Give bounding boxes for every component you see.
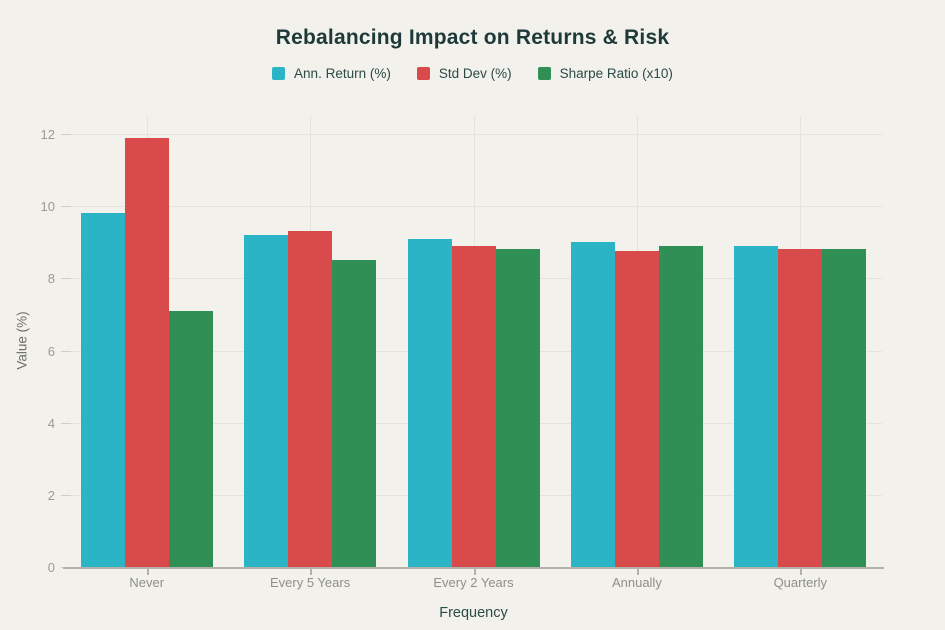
bar-ann-return xyxy=(408,239,452,567)
bar-std-dev xyxy=(452,246,496,567)
legend-item[interactable]: Std Dev (%) xyxy=(416,66,512,81)
x-tick-label: Every 5 Years xyxy=(269,575,351,590)
y-tick-label: 6 xyxy=(47,343,55,359)
y-tick-label: 2 xyxy=(47,487,55,503)
y-tick-label: 0 xyxy=(47,560,55,575)
y-axis-tick xyxy=(61,206,71,208)
y-axis-tick xyxy=(61,278,71,280)
bar-ann-return xyxy=(81,213,125,567)
bar-std-dev xyxy=(288,231,332,567)
x-axis-tick xyxy=(473,569,476,575)
gridline-horizontal xyxy=(65,206,882,208)
x-tick-label: Never xyxy=(129,575,165,590)
legend-swatch-icon xyxy=(272,67,286,80)
x-tick-label: Every 2 Years xyxy=(433,575,514,590)
legend-item-label: Std Dev (%) xyxy=(438,66,512,81)
y-tick-label: 4 xyxy=(47,415,55,431)
bar-sharpe-ratio-x10 xyxy=(496,249,540,567)
bar-sharpe-ratio-x10 xyxy=(822,249,866,567)
bar-ann-return xyxy=(734,246,778,567)
x-axis-tick xyxy=(310,569,313,575)
y-axis-title: Value (%) xyxy=(14,311,30,370)
legend-swatch-icon xyxy=(416,67,430,80)
x-tick-label: Quarterly xyxy=(773,575,828,590)
bar-std-dev xyxy=(125,138,169,567)
x-tick-label: Annually xyxy=(611,575,662,590)
legend-swatch-icon xyxy=(537,67,551,80)
bar-sharpe-ratio-x10 xyxy=(169,311,213,567)
y-axis-tick xyxy=(61,134,71,135)
legend-item[interactable]: Sharpe Ratio (x10) xyxy=(537,66,673,81)
bar-ann-return xyxy=(571,242,615,567)
legend-item-label: Ann. Return (%) xyxy=(294,66,391,81)
bar-std-dev xyxy=(778,249,822,567)
gridline-horizontal xyxy=(65,134,882,135)
y-tick-label: 12 xyxy=(40,127,55,142)
legend-item-label: Sharpe Ratio (x10) xyxy=(559,66,673,81)
y-axis-tick xyxy=(61,350,71,352)
y-tick-label: 8 xyxy=(47,271,55,287)
bar-std-dev xyxy=(615,251,659,567)
x-axis-tick xyxy=(146,569,149,575)
legend-item[interactable]: Ann. Return (%) xyxy=(272,66,391,81)
bar-ann-return xyxy=(244,235,288,567)
x-axis-tick xyxy=(636,569,639,575)
bar-sharpe-ratio-x10 xyxy=(659,246,703,567)
x-axis-tick xyxy=(800,569,803,575)
x-axis-title: Frequency xyxy=(439,605,508,621)
y-axis-tick xyxy=(61,494,71,496)
x-axis-line xyxy=(63,567,884,569)
bar-sharpe-ratio-x10 xyxy=(332,260,376,567)
legend: Ann. Return (%) Std Dev (%) Sharpe Ratio (… xyxy=(0,66,945,81)
y-tick-label: 10 xyxy=(40,199,55,215)
y-axis-tick xyxy=(61,422,71,424)
chart-title: Rebalancing Impact on Returns & Risk xyxy=(275,26,670,49)
